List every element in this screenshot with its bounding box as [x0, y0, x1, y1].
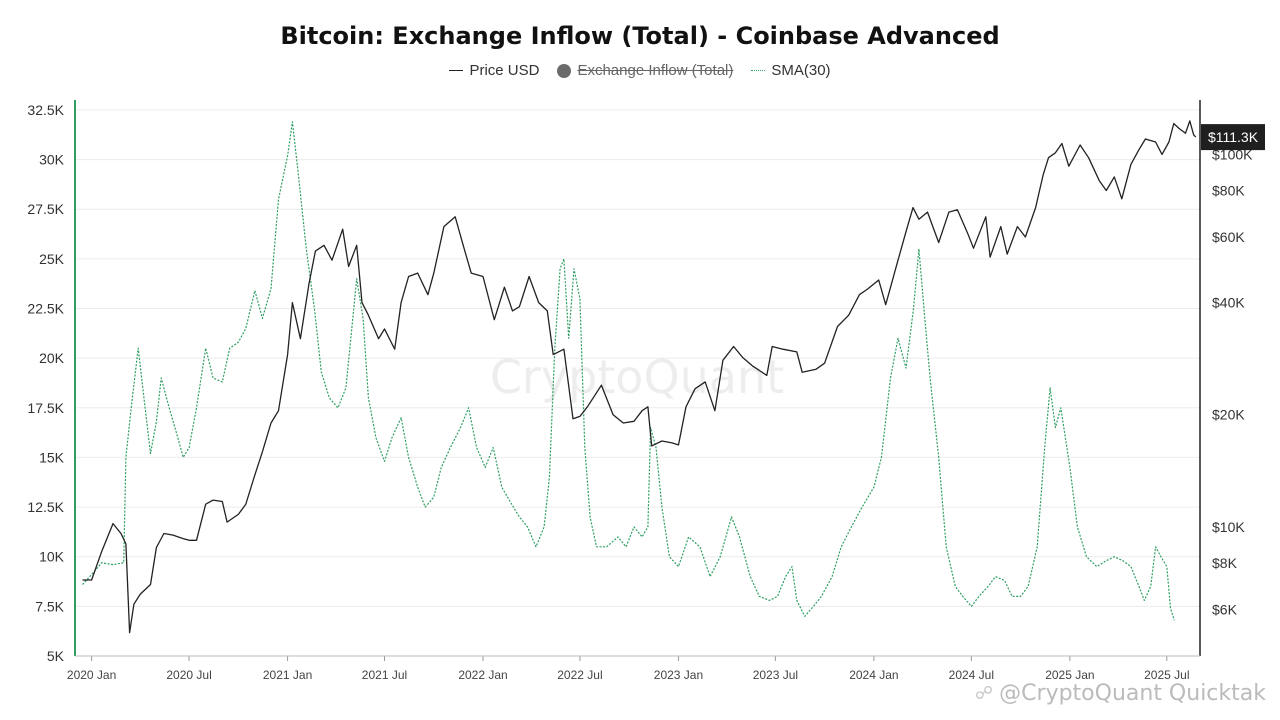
legend-item-exchange-inflow[interactable]: Exchange Inflow (Total)	[557, 62, 733, 79]
y-right-tick-label: $20K	[1212, 407, 1245, 423]
legend-item-price[interactable]: Price USD	[449, 62, 539, 79]
legend-label-price: Price USD	[469, 62, 540, 79]
x-tick-label: 2024 Jul	[949, 668, 994, 682]
series	[82, 120, 1197, 634]
camera-icon: ☍	[974, 683, 994, 704]
legend-dotted-line-icon	[751, 70, 766, 71]
y-left-tick-label: 30K	[39, 152, 65, 168]
x-tick-label: 2022 Jan	[458, 668, 507, 682]
x-tick-label: 2025 Jan	[1045, 668, 1094, 682]
watermark: CryptoQuant	[490, 350, 784, 404]
credit: ☍ @CryptoQuant Quicktak	[975, 681, 1266, 706]
credit-text: @CryptoQuant Quicktak	[999, 681, 1266, 706]
y-right-tick-label: $6K	[1212, 601, 1238, 617]
x-tick-label: 2022 Jul	[557, 668, 602, 682]
y-left-tick-label: 7.5K	[35, 598, 64, 614]
x-tick-label: 2023 Jul	[753, 668, 798, 682]
legend: Price USD Exchange Inflow (Total) SMA(30…	[0, 62, 1280, 79]
x-tick-label: 2020 Jul	[166, 668, 211, 682]
last-price-label: $111.3K	[1208, 129, 1259, 145]
y-right-tick-label: $80K	[1212, 183, 1245, 199]
sma30-line	[82, 121, 1175, 621]
y-left-tick-label: 22.5K	[27, 301, 64, 317]
x-tick-label: 2020 Jan	[67, 668, 116, 682]
y-left-tick-label: 5K	[47, 648, 65, 664]
x-tick-label: 2021 Jul	[362, 668, 407, 682]
price-usd-line	[82, 120, 1197, 634]
y-left-tick-label: 10K	[39, 549, 65, 565]
y-left-tick-label: 15K	[39, 449, 65, 465]
y-left-tick-label: 20K	[39, 350, 65, 366]
legend-dot-icon	[557, 63, 572, 78]
y-right-tick-label: $40K	[1212, 295, 1245, 311]
legend-label-exchange-inflow: Exchange Inflow (Total)	[577, 62, 734, 79]
x-tick-label: 2024 Jan	[849, 668, 898, 682]
y-left-tick-label: 17.5K	[27, 400, 64, 416]
y-right-tick-label: $10K	[1212, 519, 1245, 535]
axes	[74, 100, 1201, 661]
axis-labels: 5K 7.5K 10K 12.5K 15K 17.5K 20K 22.5K 25K 27.5K 30…	[27, 102, 1265, 682]
y-right-tick-label: $8K	[1212, 555, 1238, 571]
last-price-badge	[1201, 124, 1265, 151]
y-right-tick-label: $100K	[1212, 146, 1253, 162]
y-right-tick-label: $60K	[1212, 229, 1245, 245]
chart-title: Bitcoin: Exchange Inflow (Total) - Coinb…	[280, 22, 1000, 50]
legend-line-icon	[449, 70, 464, 71]
y-left-tick-label: 27.5K	[27, 201, 64, 217]
legend-item-sma[interactable]: SMA(30)	[751, 62, 831, 79]
legend-label-sma: SMA(30)	[771, 62, 831, 79]
y-left-tick-label: 12.5K	[27, 499, 64, 515]
x-tick-label: 2025 Jul	[1144, 668, 1189, 682]
y-left-tick-label: 25K	[39, 251, 65, 267]
x-tick-label: 2023 Jan	[654, 668, 703, 682]
y-left-tick-label: 32.5K	[27, 102, 64, 118]
x-tick-label: 2021 Jan	[263, 668, 312, 682]
